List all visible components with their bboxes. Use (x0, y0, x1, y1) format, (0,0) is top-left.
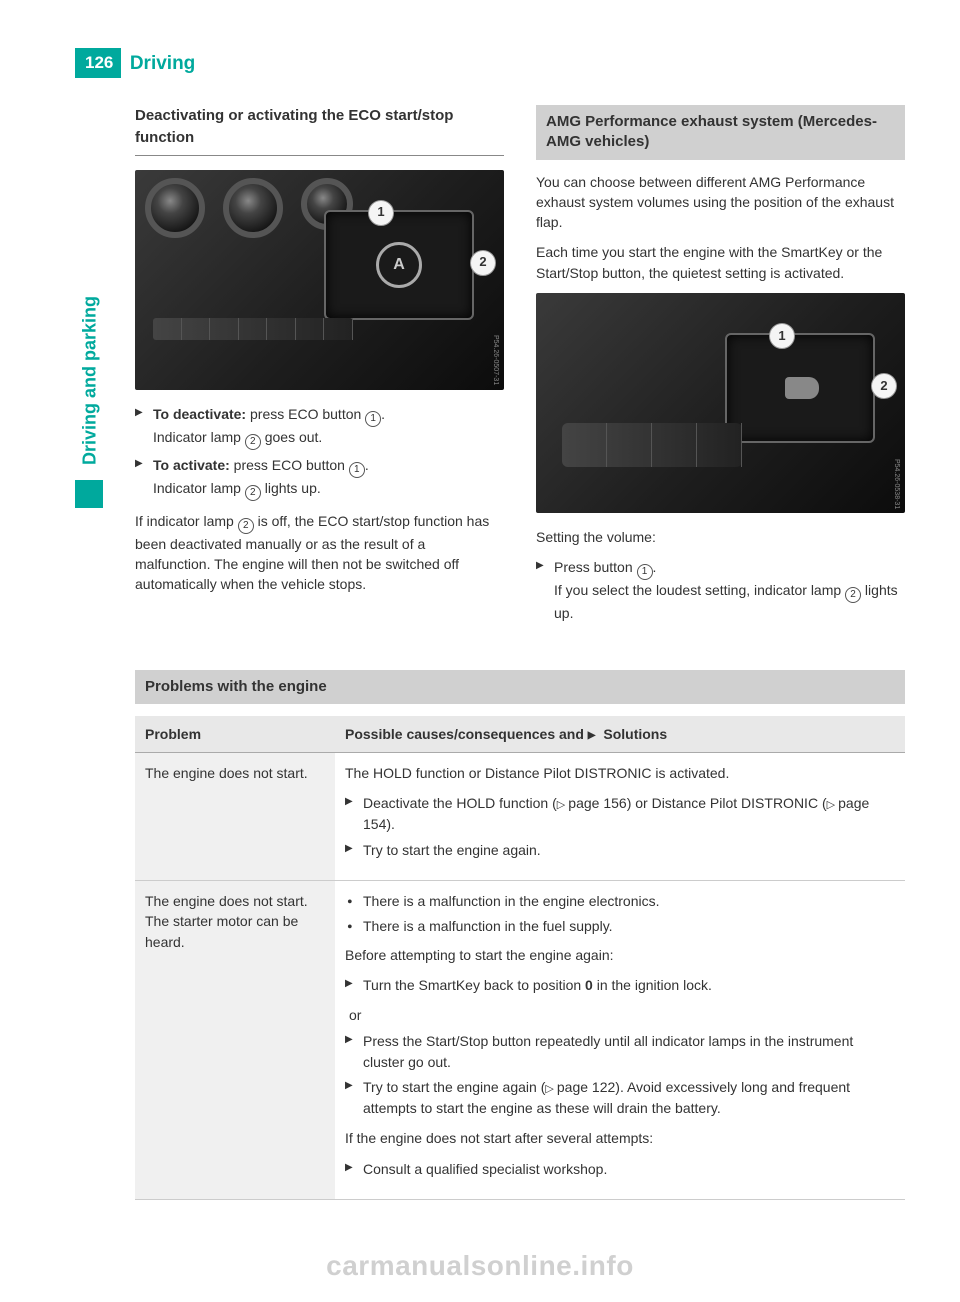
page-header: 126 Driving (75, 48, 905, 78)
solution-step: Turn the SmartKey back to position 0 in … (345, 975, 895, 995)
console-buttons-icon (153, 318, 353, 340)
problems-heading: Problems with the engine (135, 670, 905, 704)
cause-text: The HOLD function or Distance Pilot DIST… (345, 763, 895, 783)
chapter-title: Driving (126, 48, 195, 75)
problem-cell: The engine does not start. The starter m… (135, 880, 335, 1199)
radio-panel-icon (562, 423, 742, 467)
watermark: carmanualsonline.info (0, 1250, 960, 1282)
step-activate: To activate: press ECO button 1. Indicat… (135, 455, 504, 501)
ref-2-icon: 2 (238, 518, 254, 534)
amg-steps: Press button 1. If you select the loudes… (536, 557, 905, 623)
figure-callout-1: 1 (769, 323, 795, 349)
solution-arrow-icon (588, 726, 600, 742)
problems-section: Problems with the engine Problem Possibl… (135, 670, 905, 1200)
air-vent-icon (223, 178, 283, 238)
solution-step: Try to start the engine again. (345, 840, 895, 860)
table-row: The engine does not start. The starter m… (135, 880, 905, 1199)
eco-steps: To deactivate: press ECO button 1. Indic… (135, 404, 504, 501)
solution-step: Consult a qualified specialist workshop. (345, 1159, 895, 1179)
figure-callout-2: 2 (871, 373, 897, 399)
page-ref-icon (827, 795, 839, 811)
amg-figure: 1 2 P54.26-0538-31 (536, 293, 905, 513)
right-column: AMG Performance exhaust system (Mercedes… (536, 105, 905, 634)
sidebar-marker (75, 480, 103, 508)
sidebar-tab: Driving and parking (75, 270, 103, 520)
ref-2-icon: 2 (845, 587, 861, 603)
step-press-button: Press button 1. If you select the loudes… (536, 557, 905, 623)
amg-heading: AMG Performance exhaust system (Mercedes… (536, 105, 905, 160)
amg-intro-2: Each time you start the engine with the … (536, 242, 905, 283)
ref-2-icon: 2 (245, 485, 261, 501)
after-text: If the engine does not start after sever… (345, 1128, 895, 1148)
ref-1-icon: 1 (365, 411, 381, 427)
ref-2-icon: 2 (245, 434, 261, 450)
step-deactivate: To deactivate: press ECO button 1. Indic… (135, 404, 504, 450)
exhaust-button-panel (725, 333, 875, 443)
problems-table: Problem Possible causes/consequences and… (135, 716, 905, 1200)
solution-cell: The HOLD function or Distance Pilot DIST… (335, 753, 905, 881)
exhaust-icon (785, 377, 819, 399)
air-vent-icon (145, 178, 205, 238)
solution-step: Press the Start/Stop button repeatedly u… (345, 1031, 895, 1072)
before-text: Before attempting to start the engine ag… (345, 945, 895, 965)
cause-bullet: There is a malfunction in the engine ele… (345, 891, 895, 911)
setting-volume-label: Setting the volume: (536, 527, 905, 547)
figure-callout-1: 1 (368, 200, 394, 226)
solution-cell: There is a malfunction in the engine ele… (335, 880, 905, 1199)
left-column: Deactivating or activating the ECO start… (135, 105, 504, 634)
col-problem: Problem (135, 716, 335, 753)
step-label: To activate: (153, 457, 230, 473)
page-ref-icon (545, 1079, 557, 1095)
ref-1-icon: 1 (637, 564, 653, 580)
sidebar-label: Driving and parking (80, 271, 101, 491)
page-content: Deactivating or activating the ECO start… (135, 105, 905, 1200)
solution-step: Deactivate the HOLD function (page 156) … (345, 793, 895, 834)
image-code: P54.26-0538-31 (891, 459, 901, 509)
page-ref-icon (557, 795, 569, 811)
col-solutions: Possible causes/consequences and Solutio… (335, 716, 905, 753)
cause-bullet: There is a malfunction in the fuel suppl… (345, 916, 895, 936)
step-label: To deactivate: (153, 406, 246, 422)
image-code: P54.26-0507-31 (490, 335, 500, 385)
problem-cell: The engine does not start. (135, 753, 335, 881)
eco-button-panel: A (324, 210, 474, 320)
table-row: The engine does not start. The HOLD func… (135, 753, 905, 881)
amg-intro-1: You can choose between different AMG Per… (536, 172, 905, 233)
solution-step: Try to start the engine again (page 122)… (345, 1077, 895, 1118)
eco-heading: Deactivating or activating the ECO start… (135, 105, 504, 156)
eco-symbol-icon: A (376, 242, 422, 288)
or-text: or (349, 1005, 895, 1025)
ref-1-icon: 1 (349, 462, 365, 478)
eco-figure: A 1 2 P54.26-0507-31 (135, 170, 504, 390)
figure-callout-2: 2 (470, 250, 496, 276)
eco-note: If indicator lamp 2 is off, the ECO star… (135, 511, 504, 595)
page-number: 126 (75, 48, 121, 78)
